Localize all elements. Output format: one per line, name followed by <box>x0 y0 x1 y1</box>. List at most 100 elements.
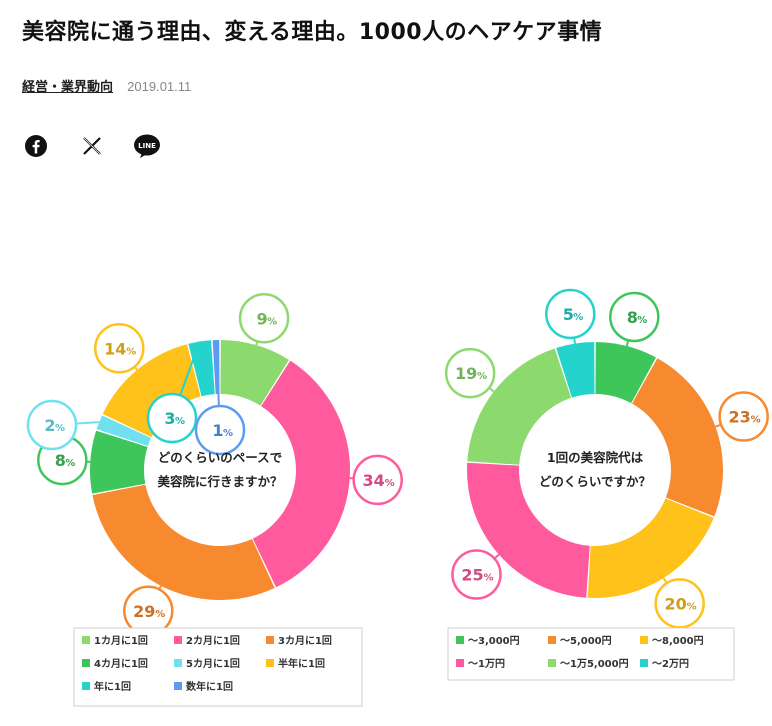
slice-percent-unit: % <box>223 428 233 439</box>
legend-label: 〜3,000円 <box>468 635 520 647</box>
donut-slice <box>587 498 714 598</box>
bubble-circle <box>146 392 198 444</box>
legend-swatch <box>456 636 464 644</box>
slice-value-label: 23 <box>729 407 751 426</box>
legend-item: 2カ月に1回 <box>174 635 240 647</box>
donut-slice <box>102 344 201 438</box>
legend-swatch <box>640 636 648 644</box>
legend-label: 〜1万5,000円 <box>560 658 629 670</box>
legend-label: 数年に1回 <box>186 680 233 693</box>
slice-percent-unit: % <box>55 423 65 434</box>
slice-percent-unit: % <box>573 312 583 323</box>
donut-slice <box>556 342 595 398</box>
slice-percent-unit: % <box>385 478 395 489</box>
slice-label-bubble: 5% <box>545 288 596 344</box>
slice-percent-unit: % <box>751 414 761 425</box>
slice-label-bubble: 2% <box>26 399 100 451</box>
bubble-circle <box>451 549 502 600</box>
slice-percent-unit: % <box>175 416 185 427</box>
legend-swatch <box>82 659 90 667</box>
legend-item: 〜2万円 <box>640 658 689 670</box>
x-share-button[interactable] <box>78 132 106 160</box>
legend-item: 半年に1回 <box>266 657 325 670</box>
bubble-circle <box>718 391 769 442</box>
slice-percent-unit: % <box>637 315 647 326</box>
legend-swatch <box>548 659 556 667</box>
legend-swatch <box>82 682 90 690</box>
legend-label: 年に1回 <box>94 680 131 693</box>
legend-swatch <box>456 659 464 667</box>
legend-item: 4カ月に1回 <box>82 658 148 670</box>
donut-center-label: 1回の美容院代は <box>547 450 644 465</box>
legend-swatch <box>266 659 274 667</box>
bubble-circle <box>94 323 145 374</box>
slice-value-label: 19 <box>455 364 477 383</box>
slice-percent-unit: % <box>477 371 487 382</box>
legend-item: 〜5,000円 <box>548 635 612 647</box>
slice-value-label: 9 <box>257 309 268 328</box>
legend-item: 1カ月に1回 <box>82 635 148 647</box>
donut-slice <box>632 358 723 517</box>
legend-label: 〜5,000円 <box>560 635 612 647</box>
facebook-icon <box>25 135 47 157</box>
legend-label: 〜1万円 <box>468 658 505 670</box>
x-icon <box>83 137 101 155</box>
facebook-share-button[interactable] <box>22 132 50 160</box>
legend-item: 年に1回 <box>82 680 131 693</box>
slice-label-bubble: 34% <box>349 454 403 506</box>
legend-item: 〜1万円 <box>456 658 505 670</box>
legend-item: 5カ月に1回 <box>174 658 240 670</box>
donut-center-label: どのくらいですか？ <box>539 474 651 489</box>
line-icon-label: LINE <box>138 142 156 150</box>
chart-legend-2: 〜3,000円 〜5,000円 〜8,000円〜1万円 〜1万5,000円 〜2万円 <box>447 627 735 681</box>
line-share-button[interactable]: LINE <box>133 132 161 160</box>
legend-box <box>447 627 735 681</box>
line-icon: LINE <box>134 134 160 158</box>
donut-slice <box>89 430 148 494</box>
donut-slice <box>92 484 275 600</box>
article-title: 美容院に通う理由、変える理由。1000人のヘアケア事情 <box>22 20 603 45</box>
bubble-circle <box>654 578 705 629</box>
slice-label-bubble: 8% <box>609 291 660 347</box>
slice-label-bubble: 19% <box>444 347 496 399</box>
legend-label: 〜2万円 <box>652 658 689 670</box>
slice-label-bubble: 14% <box>94 323 145 374</box>
legend-label: 3カ月に1回 <box>278 635 332 647</box>
category-link[interactable]: 経営・業界動向 <box>22 80 114 95</box>
slice-percent-unit: % <box>267 316 277 327</box>
slice-label-bubble: 3% <box>146 341 201 444</box>
bubble-circle <box>609 291 660 343</box>
legend-item: 〜3,000円 <box>456 635 520 647</box>
slice-value-label: 1 <box>212 421 223 440</box>
slice-value-label: 25 <box>461 565 483 584</box>
legend-label: 〜8,000円 <box>652 635 704 647</box>
legend-swatch <box>548 636 556 644</box>
slice-label-bubble: 25% <box>451 549 502 600</box>
slice-value-label: 29 <box>133 602 155 621</box>
legend-label: 半年に1回 <box>278 657 325 670</box>
legend-swatch <box>640 659 648 667</box>
slice-label-bubble: 20% <box>654 577 705 629</box>
legend-label: 5カ月に1回 <box>186 658 240 670</box>
bubble-circle <box>352 454 403 506</box>
slice-value-label: 2 <box>44 416 55 435</box>
slice-percent-unit: % <box>65 458 75 469</box>
slice-label-bubble: 23% <box>715 391 769 442</box>
legend-item: 数年に1回 <box>174 680 233 693</box>
bubble-circle <box>238 293 290 344</box>
donut-center-label: どのくらいのペースで <box>158 450 282 465</box>
slice-value-label: 8 <box>627 308 638 327</box>
bubble-circle <box>26 399 78 451</box>
slice-value-label: 8 <box>55 451 66 470</box>
donut-slice <box>252 360 351 588</box>
slice-label-bubble: 9% <box>238 293 290 346</box>
legend-item: 〜8,000円 <box>640 635 704 647</box>
bubble-circle <box>545 288 596 340</box>
slice-percent-unit: % <box>126 346 136 357</box>
article-meta: 経営・業界動向 2019.01.11 <box>22 76 191 95</box>
slice-value-label: 3 <box>164 409 175 428</box>
legend-item: 3カ月に1回 <box>266 635 332 647</box>
donut-slice <box>467 348 572 465</box>
slice-percent-unit: % <box>483 572 493 583</box>
